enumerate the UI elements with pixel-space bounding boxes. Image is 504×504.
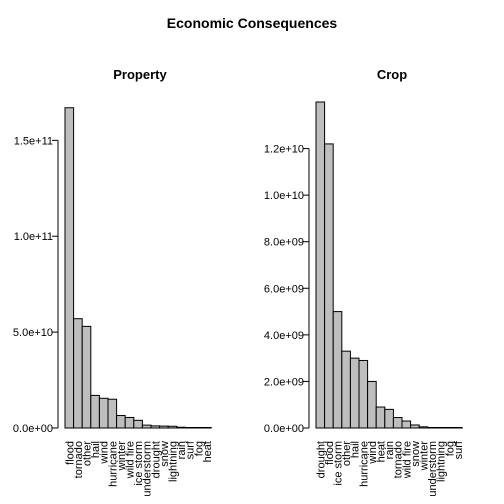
crop-panel: Crop 0.0e+00 2.0e+09 4.0e+09 6.0e+09 8.0e+09 1… (264, 67, 465, 497)
crop-bar (367, 380, 377, 429)
crop-category-label: lightning (436, 441, 448, 482)
property-bar (150, 425, 161, 429)
crop-y-tick-label: 8.0e+09 (264, 237, 304, 249)
property-bar (141, 424, 152, 429)
crop-y-tick-label: 6.0e+09 (264, 283, 304, 295)
property-bar (167, 425, 178, 429)
property-y-tick-label: 5.0e+10 (13, 327, 53, 339)
crop-category-label: wild fire (401, 441, 413, 479)
property-panel: Property 0.0e+00 5.0e+10 1.0e+11 1.5e+11 floo… (13, 67, 214, 497)
crop-category-label: heat (376, 441, 388, 462)
property-category-label: rain (176, 441, 188, 459)
property-category-label: tornado (73, 441, 85, 478)
crop-y-tick-label: 2.0e+09 (264, 376, 304, 388)
crop-y-tick-label: 4.0e+09 (264, 330, 304, 342)
crop-bar (332, 311, 343, 429)
crop-category-label: other (341, 441, 353, 466)
crop-bar (427, 427, 437, 429)
property-y-tick-label: 1.5e+11 (14, 135, 53, 147)
crop-bar (315, 101, 326, 429)
property-bar (116, 415, 126, 429)
property-category-label: ice storm (133, 441, 145, 486)
property-bar (176, 426, 186, 429)
figure-title: Economic Consequences (167, 15, 338, 31)
crop-bar (392, 417, 403, 429)
crop-category-label: ice storm (333, 441, 345, 486)
property-bar (73, 318, 83, 429)
property-category-label: lightning (168, 441, 180, 482)
property-bar (193, 427, 204, 429)
crop-bar (358, 359, 369, 429)
crop-category-label: hurricane (358, 441, 370, 487)
crop-bar (324, 143, 334, 429)
crop-bar (453, 427, 463, 429)
property-bar (159, 425, 169, 429)
property-category-label: winter (116, 441, 128, 472)
property-y-tick-label: 1.0e+11 (14, 231, 53, 243)
property-category-label: hail (90, 441, 102, 458)
crop-category-label: hail (350, 441, 362, 458)
crop-category-label: understorm (427, 441, 439, 497)
property-bar (184, 427, 195, 429)
crop-y-tick-label: 1.2e+10 (264, 144, 304, 156)
property-bar (133, 419, 143, 429)
crop-bar (384, 408, 394, 429)
property-bar (64, 107, 75, 429)
property-bar (202, 427, 212, 429)
crop-bar (349, 357, 360, 429)
property-bar (81, 325, 92, 429)
crop-category-label: wind (367, 441, 379, 465)
crop-bar (444, 427, 455, 429)
crop-category-label: tornado (393, 441, 405, 478)
property-y-tick-label: 0.0e+00 (13, 423, 53, 435)
property-category-label: wind (99, 441, 111, 465)
property-category-label: drought (150, 441, 162, 478)
crop-bar (410, 424, 420, 429)
property-category-label: heat (202, 441, 214, 462)
property-bar (107, 398, 118, 429)
crop-category-label: winter (419, 441, 431, 472)
crop-category-label: surf (453, 440, 465, 459)
crop-y-tick-label: 0.0e+00 (264, 423, 304, 435)
crop-bar (401, 420, 412, 429)
crop-y-tick-label: 1.0e+10 (264, 190, 304, 202)
property-bar (98, 397, 109, 429)
crop-category-label: drought (315, 441, 327, 478)
crop-bar (341, 350, 351, 429)
crop-bar (375, 406, 386, 429)
crop-category-label: fog (444, 441, 456, 456)
property-category-label: snow (159, 441, 171, 467)
property-category-label: fog (193, 441, 205, 456)
crop-panel-title: Crop (377, 67, 407, 82)
property-category-label: wild fire (125, 441, 137, 479)
property-bar (124, 416, 135, 429)
crop-bar (435, 427, 446, 429)
property-category-label: flood (64, 441, 76, 465)
crop-category-label: rain (384, 441, 396, 459)
crop-category-label: snow (410, 441, 422, 467)
chart-panels: Property 0.0e+00 5.0e+10 1.0e+11 1.5e+11 floo… (13, 67, 465, 497)
property-category-label: surf (185, 440, 197, 459)
property-category-label: other (82, 441, 94, 466)
property-panel-title: Property (113, 67, 167, 82)
property-category-label: hurricane (107, 441, 119, 487)
property-category-label: understorm (142, 441, 154, 497)
crop-category-label: flood (324, 441, 336, 465)
property-bar (90, 394, 100, 429)
crop-bar (418, 426, 429, 429)
